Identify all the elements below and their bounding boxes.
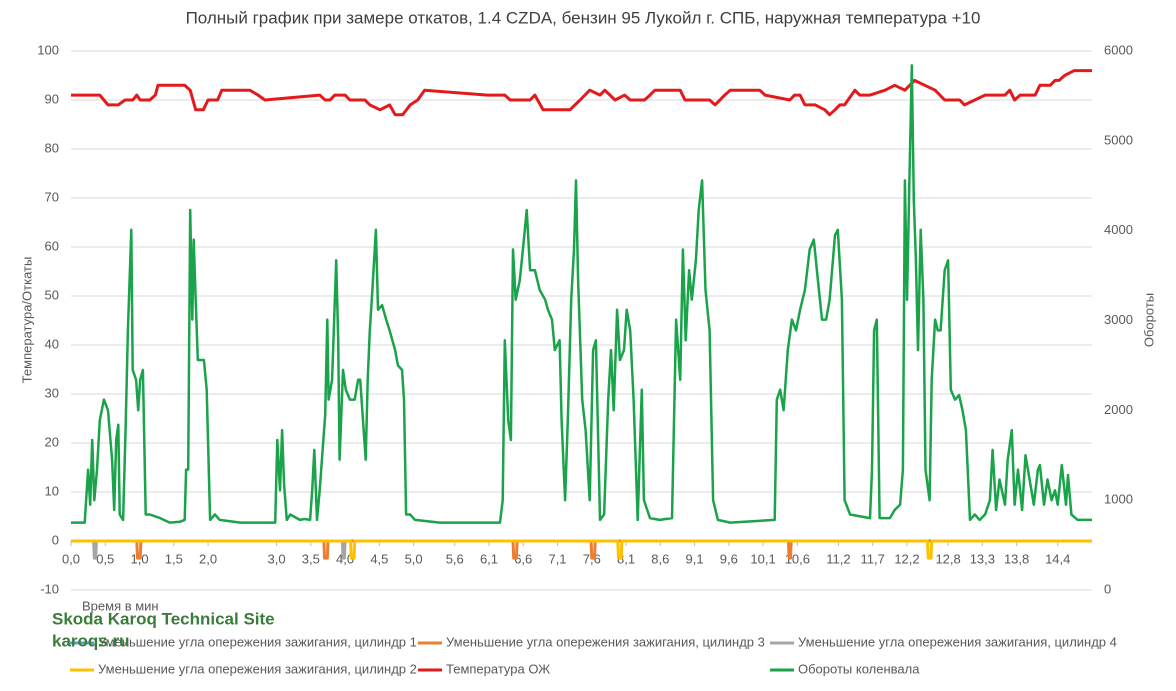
y-tick-label: 80 (45, 140, 59, 155)
legend-label: Уменьшение угла опережения зажигания, ци… (98, 634, 417, 649)
y-axis-title: Температура/Откаты (19, 257, 34, 384)
x-tick-label: 4,5 (370, 551, 388, 566)
x-axis-title: Время в мин (82, 598, 159, 613)
y2-tick-label: 5000 (1104, 132, 1133, 147)
y-tick-label: 90 (45, 91, 59, 106)
x-tick-label: 12,2 (894, 551, 919, 566)
x-tick-label: 5,6 (446, 551, 464, 566)
x-tick-label: 1,5 (165, 551, 183, 566)
x-tick-label: 2,0 (199, 551, 217, 566)
x-tick-label: 11,7 (861, 551, 885, 566)
x-tick-label: 13,3 (970, 551, 995, 566)
x-tick-label: 3,5 (302, 551, 320, 566)
x-tick-label: 14,4 (1045, 551, 1070, 566)
y2-tick-label: 6000 (1104, 42, 1133, 57)
y-tick-label: 50 (45, 287, 59, 302)
x-tick-label: 0,5 (96, 551, 114, 566)
x-tick-label: 6,6 (514, 551, 532, 566)
plot (71, 64, 1092, 560)
y2-tick-label: 4000 (1104, 222, 1133, 237)
x-tick-label: 13,8 (1004, 551, 1029, 566)
x-tick-label: 12,8 (935, 551, 960, 566)
y-tick-label: 10 (45, 483, 59, 498)
y-tick-label: 30 (45, 385, 59, 400)
legend-label: Температура ОЖ (446, 661, 550, 676)
annotation: Skoda Karoq Technical Site (52, 609, 275, 628)
y-tick-label: 100 (37, 42, 59, 57)
x-tick-label: 9,6 (720, 551, 738, 566)
x-tick-label: 8,6 (651, 551, 669, 566)
x-tick-label: 0,0 (62, 551, 80, 566)
y-tick-label: 60 (45, 238, 59, 253)
y-tick-label: -10 (40, 581, 59, 596)
y-tick-label: 40 (45, 336, 59, 351)
x-tick-label: 3,0 (268, 551, 286, 566)
y2-tick-label: 2000 (1104, 402, 1133, 417)
y2-tick-label: 0 (1104, 581, 1111, 596)
y2-tick-label: 3000 (1104, 312, 1133, 327)
legend-label: Уменьшение угла опережения зажигания, ци… (798, 634, 1117, 649)
y2-tick-label: 1000 (1104, 492, 1133, 507)
legend-label: Обороты коленвала (798, 661, 920, 676)
annotation: karoqs.ru (52, 631, 129, 650)
x-tick-label: 10,1 (750, 551, 775, 566)
x-tick-label: 6,1 (480, 551, 498, 566)
y-tick-label: 20 (45, 434, 59, 449)
y-tick-label: 70 (45, 189, 59, 204)
chart-title: Полный график при замере откатов, 1.4 CZ… (186, 8, 981, 27)
x-tick-label: 5,0 (405, 551, 423, 566)
legend-label: Уменьшение угла опережения зажигания, ци… (446, 634, 765, 649)
series-line (71, 69, 1092, 117)
x-tick-label: 9,1 (686, 551, 704, 566)
legend: Уменьшение угла опережения зажигания, ци… (70, 634, 1117, 676)
y-tick-label: 0 (52, 532, 59, 547)
x-tick-label: 11,2 (826, 551, 850, 566)
y2-axis-title: Обороты (1141, 293, 1156, 347)
series-line (71, 64, 1092, 524)
series-line (71, 539, 1092, 560)
legend-label: Уменьшение угла опережения зажигания, ци… (98, 661, 417, 676)
x-tick-label: 7,1 (548, 551, 566, 566)
